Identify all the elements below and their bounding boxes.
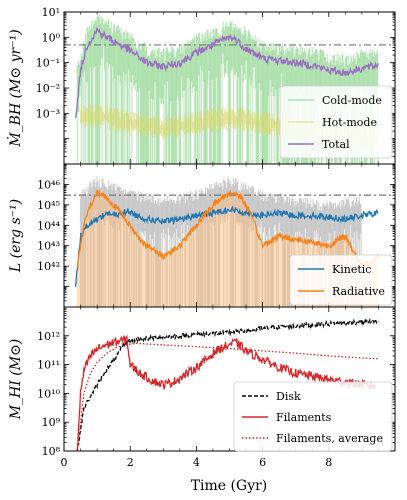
y-axis: 10⁴² 10⁴³ 10⁴⁴ 10⁴⁵ 10⁴⁶ bbox=[37, 163, 395, 308]
y-tick-label: 10¹¹ bbox=[37, 359, 60, 372]
legend: Cold-mode Hot-mode Total bbox=[279, 85, 393, 159]
series-line-kinetic bbox=[74, 205, 379, 287]
panel-2: 10⁴² 10⁴³ 10⁴⁴ 10⁴⁵ 10⁴⁶ L (erg s⁻¹) Kinetic Ra… bbox=[8, 163, 396, 308]
plot-area bbox=[76, 317, 379, 451]
series-line-total bbox=[74, 27, 379, 119]
y-tick-label: 10⁰ bbox=[42, 31, 61, 44]
y-tick-label: 10⁴⁶ bbox=[37, 178, 60, 191]
y-axis: 10⁸ 10⁹ 10¹⁰ 10¹¹ 10¹² bbox=[37, 306, 395, 458]
y-axis-title: L (erg s⁻¹) bbox=[8, 199, 24, 273]
y-axis-title: Ṁ_BH (M⊙ yr⁻¹) bbox=[6, 29, 24, 147]
legend: Kinetic Radiative bbox=[289, 254, 393, 306]
legend-label: Cold-mode bbox=[322, 94, 382, 107]
legend-box bbox=[289, 254, 393, 306]
legend-label: Radiative bbox=[332, 285, 385, 298]
series-line-disk bbox=[76, 317, 379, 451]
y-tick-label: 10⁴⁴ bbox=[37, 219, 60, 232]
y-tick-label: 10⁻² bbox=[36, 82, 60, 95]
y-tick-label: 10⁻¹ bbox=[36, 57, 60, 70]
y-axis-title: M_HI (M⊙) bbox=[8, 339, 24, 421]
x-tick-label: 8 bbox=[325, 456, 332, 469]
x-tick-label: 2 bbox=[127, 456, 134, 469]
x-tick-label: 4 bbox=[193, 456, 200, 469]
y-tick-label: 10¹² bbox=[37, 330, 60, 343]
y-tick-label: 10¹ bbox=[42, 6, 60, 19]
legend-box bbox=[233, 381, 393, 452]
y-tick-label: 10⁻³ bbox=[36, 107, 60, 120]
series-line-filaments bbox=[76, 334, 376, 450]
y-tick-label: 10⁹ bbox=[42, 416, 61, 429]
legend-label: Kinetic bbox=[332, 263, 371, 276]
series-line-filaments-average bbox=[76, 342, 379, 451]
y-tick-label: 10⁸ bbox=[42, 445, 61, 458]
panel-3: 10⁸ 10⁹ 10¹⁰ 10¹¹ 10¹² M_HI (M⊙) Disk Filaments… bbox=[8, 306, 396, 458]
series-line-radiative bbox=[76, 189, 380, 269]
legend-box bbox=[279, 85, 393, 159]
legend-label: Filaments bbox=[276, 411, 332, 424]
y-tick-label: 10⁴⁵ bbox=[37, 199, 60, 212]
legend-label: Hot-mode bbox=[322, 116, 377, 129]
y-tick-label: 10⁴³ bbox=[37, 240, 60, 253]
legend-label: Total bbox=[322, 138, 350, 151]
y-tick-label: 10⁴² bbox=[37, 260, 60, 273]
x-tick-label: 0 bbox=[61, 456, 68, 469]
y-tick-label: 10¹⁰ bbox=[37, 387, 60, 400]
legend-label: Filaments, average bbox=[276, 432, 383, 445]
legend: Disk Filaments Filaments, average bbox=[233, 381, 393, 452]
legend-label: Disk bbox=[276, 390, 301, 403]
y-axis: 10⁻³ 10⁻² 10⁻¹ 10⁰ 10¹ bbox=[36, 6, 395, 165]
panel-1: 10⁻³ 10⁻² 10⁻¹ 10⁰ 10¹ Ṁ_BH (M⊙ yr⁻¹) Cold-mod… bbox=[6, 6, 396, 165]
x-axis-title: Time (Gyr) bbox=[191, 478, 268, 494]
x-tick-label: 6 bbox=[259, 456, 266, 469]
shared-x-axis: 0 2 4 6 8 bbox=[61, 456, 333, 469]
